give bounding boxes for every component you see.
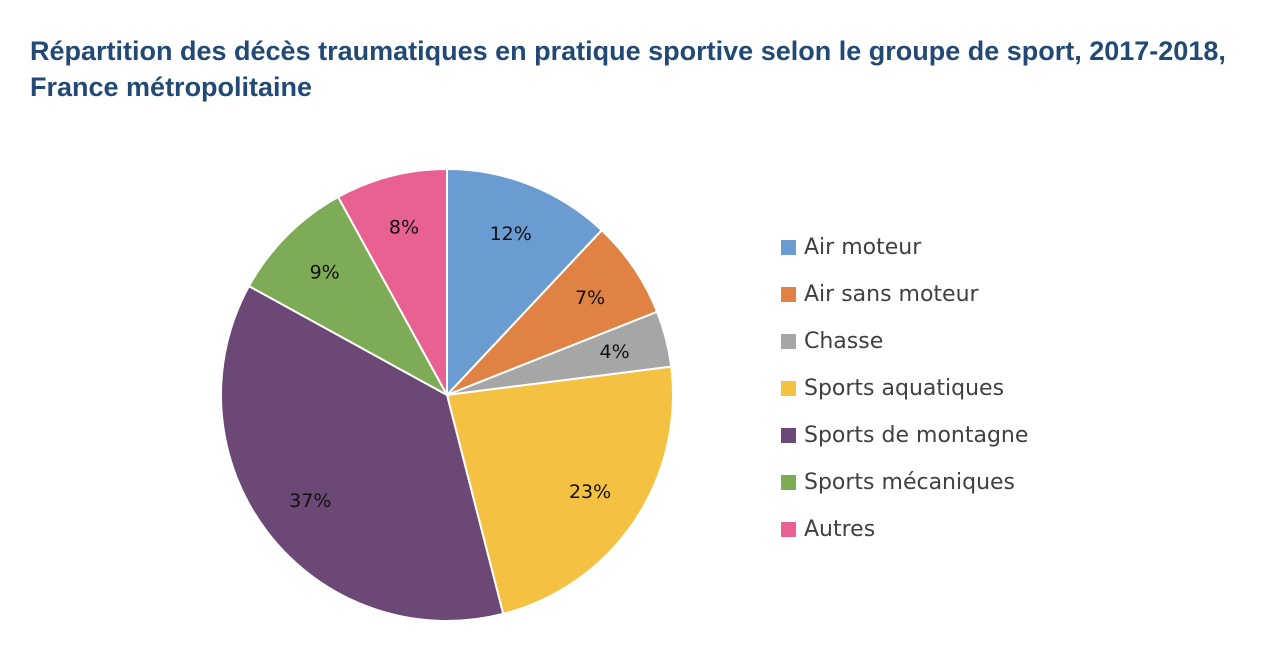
legend-item-sports-de-montagne: Sports de montagne <box>781 412 1028 459</box>
data-label-autres: 8% <box>389 216 419 238</box>
pie-slice-air-moteur <box>446 167 604 398</box>
legend-label: Sports de montagne <box>804 423 1029 448</box>
data-label-sports-mecaniques: 9% <box>310 262 340 284</box>
legend-item-sports-aquatiques: Sports aquatiques <box>781 365 1028 412</box>
legend-item-air-sans-moteur: Air sans moteur <box>781 271 1028 318</box>
pie-slice-sports-aquatiques <box>445 365 674 616</box>
legend-label: Air sans moteur <box>804 282 979 307</box>
legend-swatch <box>781 381 796 396</box>
legend-label: Air moteur <box>804 235 922 260</box>
data-label-sports-aquatiques: 23% <box>569 481 611 503</box>
legend-swatch <box>781 240 796 255</box>
legend-swatch <box>781 428 796 443</box>
data-label-air-sans-moteur: 7% <box>575 287 605 309</box>
legend-label: Chasse <box>804 329 884 354</box>
data-label-sports-de-montagne: 37% <box>289 490 331 512</box>
pie-slice-sports-mecaniques <box>247 195 450 398</box>
pie-slice-autres <box>336 167 448 396</box>
pie-slice-sports-de-montagne <box>220 284 505 622</box>
legend-swatch <box>781 522 796 537</box>
legend-label: Autres <box>804 517 876 542</box>
legend-item-air-moteur: Air moteur <box>781 224 1028 271</box>
legend-item-sports-mecaniques: Sports mécaniques <box>781 459 1028 506</box>
legend-swatch <box>781 334 796 349</box>
data-label-air-moteur: 12% <box>490 223 532 245</box>
legend-label: Sports mécaniques <box>804 470 1016 495</box>
chart-title: Répartition des décès traumatiques en pr… <box>30 36 1226 102</box>
legend-item-chasse: Chasse <box>781 318 1028 365</box>
legend-item-autres: Autres <box>781 506 1028 553</box>
legend-swatch <box>781 287 796 302</box>
legend-label: Sports aquatiques <box>804 376 1005 401</box>
data-label-chasse: 4% <box>599 341 629 363</box>
legend: Air moteur Air sans moteur Chasse Sports aq… <box>781 224 1028 553</box>
legend-swatch <box>781 475 796 490</box>
